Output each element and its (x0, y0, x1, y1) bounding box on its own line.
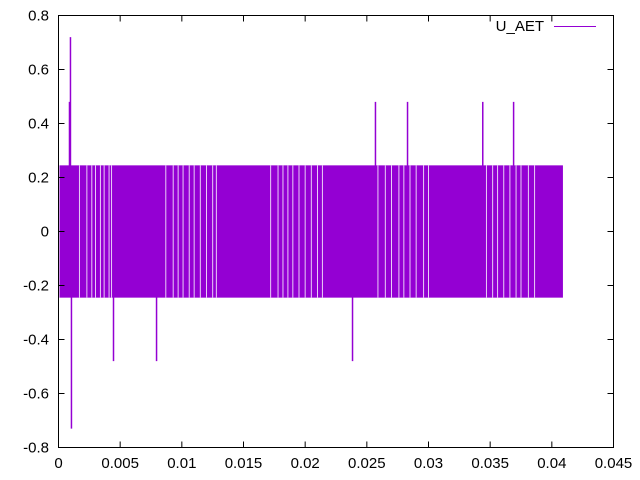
plot-marks (59, 37, 563, 429)
x-tick-label: 0.025 (348, 455, 386, 472)
y-tick-label: -0.4 (23, 332, 49, 349)
x-tick-label: 0.01 (167, 455, 196, 472)
y-tick-label: 0.2 (28, 170, 49, 187)
axis-ticks: 0 0.005 0.01 0.015 0.02 0.025 0.03 0.035 0.04 0.0… (23, 8, 632, 473)
legend-label: U_AET (496, 18, 544, 35)
x-tick-label: 0.03 (414, 455, 443, 472)
y-tick-label: -0.6 (23, 386, 49, 403)
y-tick-label: 0.4 (28, 116, 49, 133)
x-tick-label: 0.005 (101, 455, 139, 472)
x-tick-label: 0.015 (225, 455, 263, 472)
x-tick-label: 0.035 (471, 455, 509, 472)
y-tick-label: 0.6 (28, 62, 49, 79)
y-tick-label: 0 (41, 224, 49, 241)
y-tick-label: -0.8 (23, 440, 49, 457)
y-tick-label: 0.8 (28, 8, 49, 25)
x-tick-label: 0.02 (291, 455, 320, 472)
x-tick-label: 0 (54, 455, 62, 472)
y-tick-label: -0.2 (23, 278, 49, 295)
legend: U_AET (496, 18, 596, 35)
x-tick-label: 0.045 (595, 455, 633, 472)
x-tick-label: 0.04 (537, 455, 566, 472)
